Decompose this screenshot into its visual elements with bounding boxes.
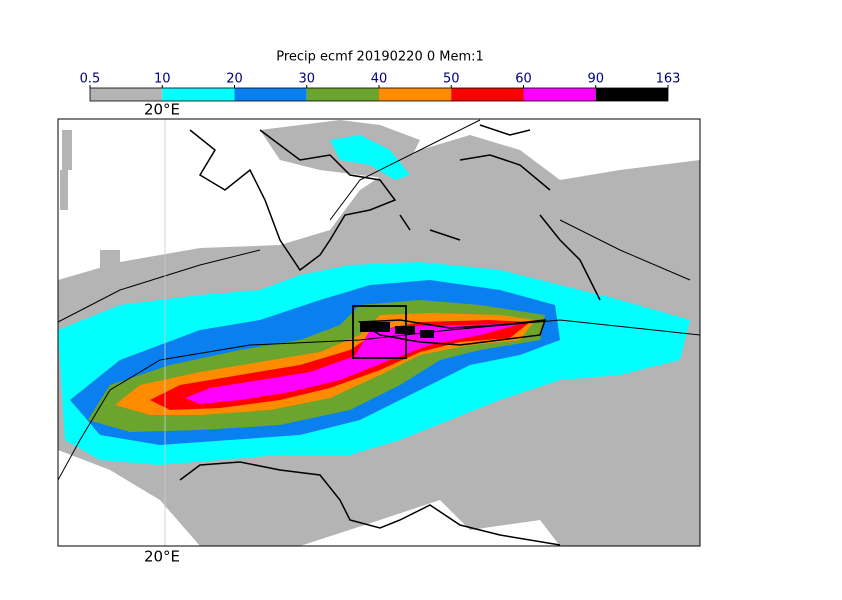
colorbar-segment [451,88,524,101]
title: Precip ecmf 20190220 0 Mem:1 [276,50,484,65]
colorbar-label: 163 [656,72,681,87]
colorbar-label: 50 [443,72,460,87]
colorbar-label: 0.5 [80,72,101,87]
precip-field [58,120,700,546]
colorbar-label: 30 [298,72,315,87]
colorbar-segment [162,88,235,101]
lon-label: 20°E [144,101,180,119]
colorbar-segment [306,88,379,101]
lon-label: 20°E [144,548,180,566]
colorbar: 0.5 10 20 30 40 50 60 90 163 [80,72,681,102]
borders [58,119,700,481]
colorbar-segment [234,88,307,101]
colorbar-label: 90 [587,72,604,87]
colorbar-label: 60 [515,72,532,87]
colorbar-segment [595,88,668,101]
map-frame [57,118,701,547]
colorbar-segment [90,88,163,101]
box [352,305,407,359]
colorbar-label: 10 [154,72,171,87]
colorbar-label: 20 [226,72,243,87]
colorbar-segment [523,88,596,101]
colorbar-label: 40 [371,72,388,87]
colorbar-segment [379,88,452,101]
